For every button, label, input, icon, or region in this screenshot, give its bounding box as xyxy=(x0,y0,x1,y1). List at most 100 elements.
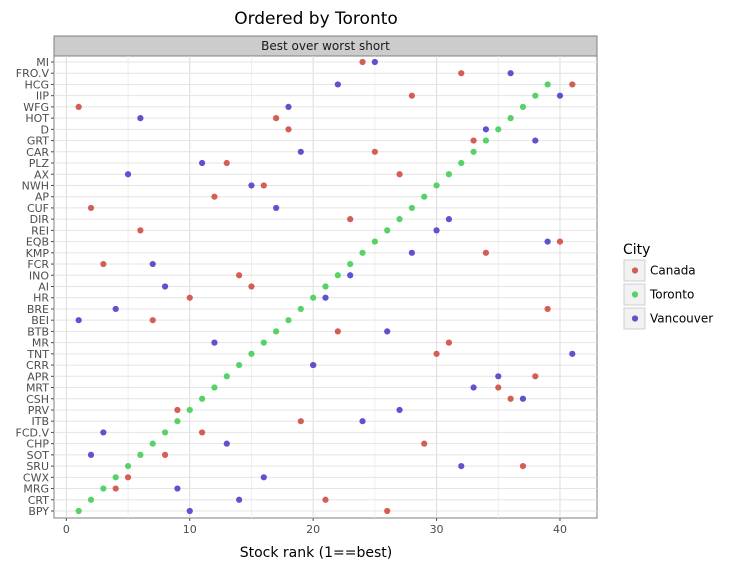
point-toronto xyxy=(347,260,354,268)
point-canada xyxy=(421,440,428,447)
legend-label: Canada xyxy=(650,264,696,278)
y-tick-label: REI xyxy=(31,224,49,237)
point-vancouver xyxy=(408,249,415,256)
y-tick-label: PLZ xyxy=(29,157,50,170)
y-tick-label: BEI xyxy=(31,314,49,327)
point-vancouver xyxy=(186,507,193,515)
y-tick-label: CHP xyxy=(26,438,49,451)
point-toronto xyxy=(273,328,280,335)
point-vancouver xyxy=(544,238,551,245)
y-tick-label: MRT xyxy=(26,382,49,395)
y-tick-label: INO xyxy=(29,269,49,282)
point-vancouver xyxy=(236,496,243,503)
point-toronto xyxy=(285,317,292,324)
point-toronto xyxy=(433,182,440,189)
y-tick-label: MRG xyxy=(23,483,49,496)
point-toronto xyxy=(384,227,391,234)
point-toronto xyxy=(396,216,403,223)
point-toronto xyxy=(544,81,551,88)
point-canada xyxy=(347,216,354,223)
point-canada xyxy=(285,126,292,133)
point-canada xyxy=(186,294,193,301)
point-vancouver xyxy=(532,137,539,144)
legend-marker xyxy=(631,291,639,298)
point-toronto xyxy=(359,249,366,256)
point-vancouver xyxy=(371,58,378,66)
point-canada xyxy=(260,182,267,189)
point-toronto xyxy=(371,238,378,245)
point-canada xyxy=(384,507,391,515)
point-canada xyxy=(112,485,119,492)
y-tick-label: AI xyxy=(38,281,49,294)
point-toronto xyxy=(223,373,230,380)
y-tick-label: AX xyxy=(34,168,50,181)
legend-label: Vancouver xyxy=(650,312,713,326)
point-vancouver xyxy=(495,373,502,380)
x-axis-tick-labels: 0 10 20 30 40 xyxy=(63,518,567,536)
facet-label: Best over worst short xyxy=(261,39,390,53)
y-tick-label: CUF xyxy=(27,202,49,215)
point-vancouver xyxy=(396,406,403,414)
point-vancouver xyxy=(297,148,304,155)
y-tick-label: CAR xyxy=(26,146,49,159)
legend-label: Toronto xyxy=(649,288,694,302)
point-canada xyxy=(445,339,453,346)
point-vancouver xyxy=(260,474,267,481)
point-toronto xyxy=(532,92,539,99)
point-canada xyxy=(137,227,144,234)
point-canada xyxy=(569,81,576,88)
point-canada xyxy=(396,171,403,178)
point-vancouver xyxy=(347,272,354,279)
point-toronto xyxy=(236,361,243,369)
point-vancouver xyxy=(569,350,576,357)
point-vancouver xyxy=(310,361,317,369)
x-tick-label: 20 xyxy=(306,523,320,536)
point-canada xyxy=(408,92,415,99)
y-tick-label: DIR xyxy=(30,213,50,226)
point-vancouver xyxy=(137,115,144,122)
point-canada xyxy=(371,148,378,155)
point-canada xyxy=(297,418,304,425)
point-canada xyxy=(433,350,440,357)
point-canada xyxy=(174,406,181,414)
point-canada xyxy=(458,70,465,77)
point-toronto xyxy=(112,474,119,481)
y-tick-label: D xyxy=(41,123,49,136)
y-axis-tick-labels: MIFRO.VHCGIIPWFGHOTDGRTCARPLZAXNWHAPCUFD… xyxy=(16,56,54,518)
point-toronto xyxy=(310,294,317,301)
point-toronto xyxy=(174,418,181,425)
y-tick-label: FCR xyxy=(27,258,49,271)
data-points xyxy=(75,58,576,515)
point-canada xyxy=(273,115,280,122)
y-tick-label: BTB xyxy=(27,325,49,338)
y-tick-label: HCG xyxy=(25,78,49,91)
point-canada xyxy=(149,317,156,324)
point-vancouver xyxy=(556,92,564,99)
legend-marker xyxy=(631,267,639,274)
point-vancouver xyxy=(322,294,329,301)
x-tick-label: 40 xyxy=(553,523,567,536)
point-canada xyxy=(322,496,329,503)
point-toronto xyxy=(211,384,218,391)
point-toronto xyxy=(470,148,477,155)
point-canada xyxy=(334,328,341,335)
point-canada xyxy=(198,429,206,436)
y-tick-label: HOT xyxy=(25,112,49,125)
y-tick-label: APR xyxy=(27,370,49,383)
point-vancouver xyxy=(100,429,107,436)
point-toronto xyxy=(322,283,329,290)
y-tick-label: SOT xyxy=(27,449,50,462)
point-toronto xyxy=(482,137,490,144)
point-toronto xyxy=(87,496,95,503)
y-tick-label: BRE xyxy=(27,303,49,316)
point-toronto xyxy=(100,485,107,492)
point-vancouver xyxy=(433,227,440,234)
point-toronto xyxy=(519,103,527,110)
y-tick-label: KMP xyxy=(26,247,50,260)
point-vancouver xyxy=(384,328,391,335)
x-tick-label: 30 xyxy=(430,523,444,536)
x-axis-title: Stock rank (1==best) xyxy=(240,545,393,561)
chart-title: Ordered by Toronto xyxy=(234,9,398,29)
y-tick-label: WFG xyxy=(23,101,49,114)
point-toronto xyxy=(334,272,341,279)
